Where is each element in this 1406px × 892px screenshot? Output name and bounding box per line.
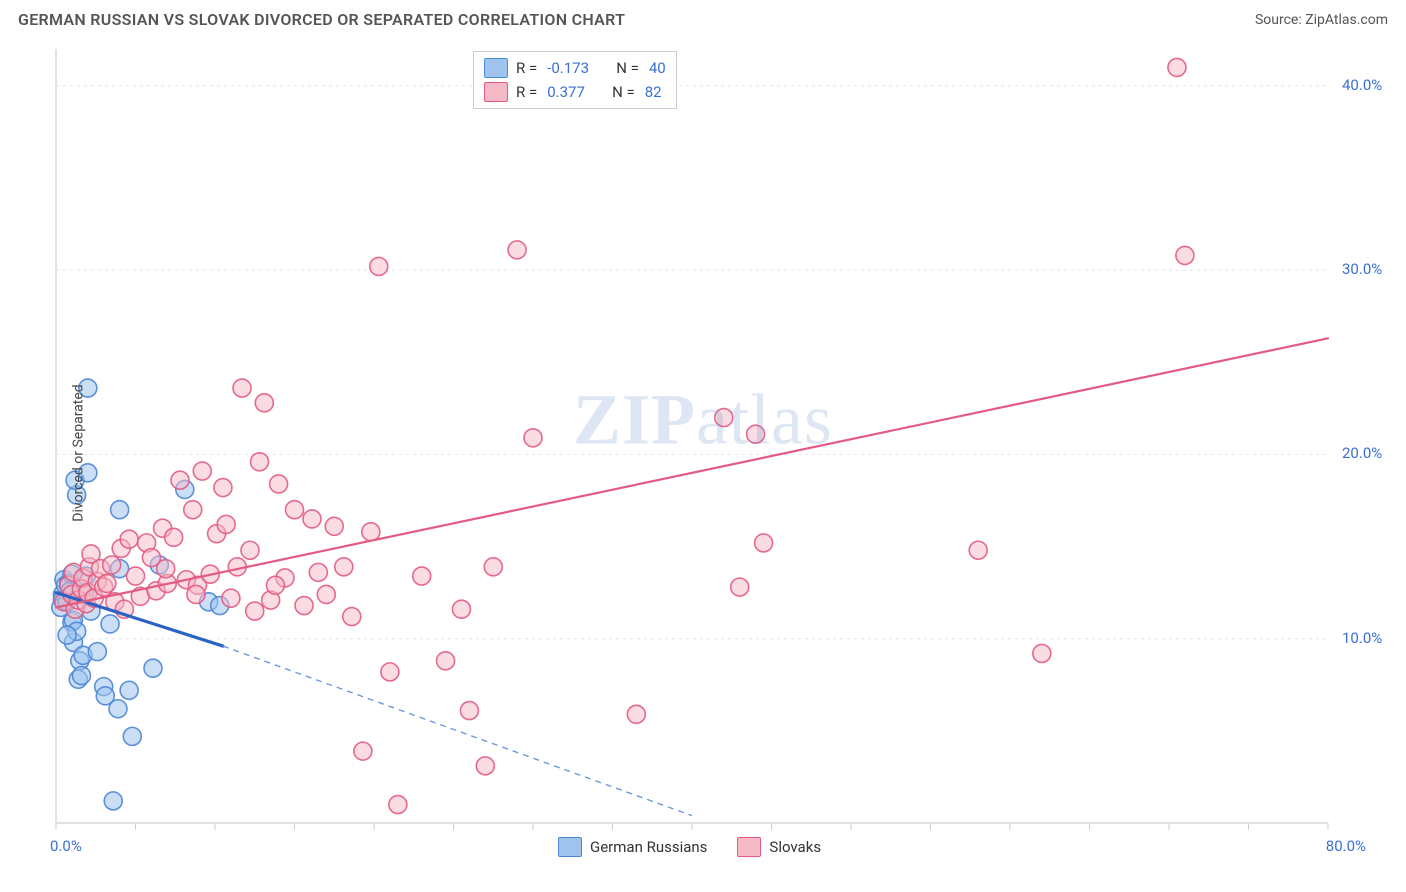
legend-item: German Russians <box>558 837 707 857</box>
source-label: Source: ZipAtlas.com <box>1255 12 1388 28</box>
legend-correlation: R = -0.173 N = 40 R = 0.377 N = 82 <box>473 51 677 109</box>
axis-tick-label: 0.0% <box>50 837 82 855</box>
scatter-plot <box>18 35 1388 871</box>
legend-swatch <box>484 82 508 102</box>
legend-series-label: Slovaks <box>769 838 821 856</box>
axis-tick-label: 10.0% <box>1342 629 1382 647</box>
legend-item: Slovaks <box>737 837 821 857</box>
legend-n-value: 82 <box>645 83 662 101</box>
legend-r-label: R = <box>516 83 537 101</box>
legend-n-label: N = <box>612 83 635 101</box>
chart-container: Divorced or Separated ZIPatlas R =-0.173… <box>18 35 1388 871</box>
y-axis-label: Divorced or Separated <box>71 384 87 521</box>
legend-r-value: -0.173 <box>547 59 589 77</box>
legend-series-label: German Russians <box>590 838 707 856</box>
legend-n-label: N = <box>616 59 639 77</box>
legend-swatch <box>484 58 508 78</box>
axis-tick-label: 30.0% <box>1342 260 1382 278</box>
legend-series: German Russians Slovaks <box>558 837 821 857</box>
legend-r-label: R = <box>516 59 537 77</box>
legend-swatch <box>737 837 761 857</box>
legend-row: R = -0.173 N = 40 <box>484 56 666 80</box>
legend-row: R = 0.377 N = 82 <box>484 80 666 104</box>
legend-r-value: 0.377 <box>547 83 585 101</box>
legend-n-value: 40 <box>649 59 666 77</box>
chart-title: GERMAN RUSSIAN VS SLOVAK DIVORCED OR SEP… <box>18 10 625 29</box>
axis-tick-label: 20.0% <box>1342 444 1382 462</box>
legend-swatch <box>558 837 582 857</box>
header-bar: GERMAN RUSSIAN VS SLOVAK DIVORCED OR SEP… <box>0 0 1406 35</box>
axis-tick-label: 40.0% <box>1342 76 1382 94</box>
axis-tick-label: 80.0% <box>1326 837 1366 855</box>
